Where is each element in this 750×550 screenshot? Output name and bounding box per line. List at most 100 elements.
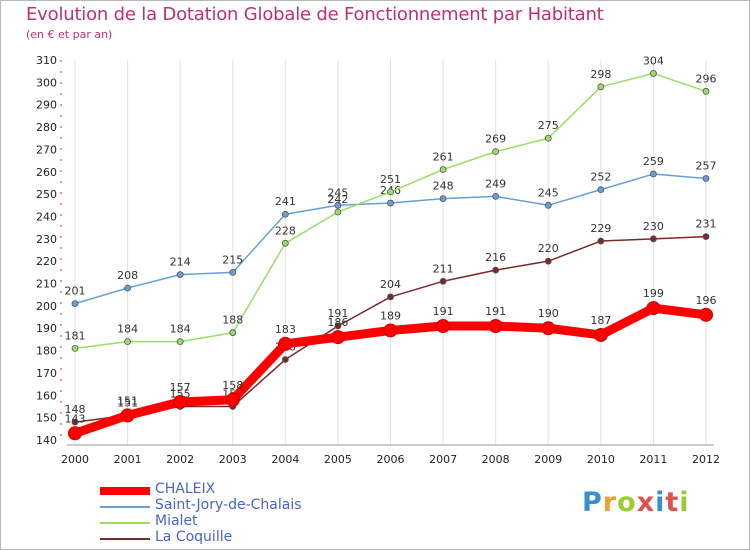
data-label-la-coquille-2001: 151 [117,396,138,409]
data-point-saint-jory-de-chalais-2011 [650,170,657,178]
data-label-chaleix-2010: 187 [590,314,611,327]
x-tick-label-2002: 2002 [166,453,194,466]
data-point-la-coquille-2006 [387,293,394,301]
logo-letter: x [636,487,656,518]
y-tick-label-300: 300 [36,76,57,89]
data-point-mialet-2007 [439,166,447,173]
data-point-saint-jory-de-chalais-2006 [387,199,394,207]
line-chart: 140 150 160 170 180 190 200 210 220 230 240 250 260 2… [36,54,720,466]
data-point-mialet-2001 [124,338,131,346]
legend-item-la-coquille: La Coquille [100,529,360,546]
legend-swatch-mialet [100,522,150,524]
data-label-saint-jory-de-chalais-2002: 214 [170,256,191,269]
data-label-la-coquille-2006: 204 [380,278,401,291]
data-point-mialet-2003 [229,329,237,337]
legend-swatch-la-coquille [100,538,150,540]
data-label-la-coquille-2012: 231 [696,218,717,231]
data-label-mialet-2005: 242 [327,193,348,206]
data-point-la-coquille-2007 [439,277,447,285]
data-label-mialet-2000: 181 [65,329,86,342]
data-label-saint-jory-de-chalais-2009: 245 [538,186,559,199]
proxiti-logo: Proxiti [582,487,690,518]
data-point-saint-jory-de-chalais-2000 [71,300,79,308]
data-point-mialet-2002 [176,338,184,346]
x-tick-label-2008: 2008 [482,453,510,466]
logo-letter: r [602,487,618,518]
data-point-saint-jory-de-chalais-2001 [124,284,131,292]
x-tick-label-2006: 2006 [377,453,405,466]
legend-item-saint-jory-de-chalais: Saint-Jory-de-Chalais [100,497,360,514]
x-tick-label-2000: 2000 [61,453,89,466]
legend-item-mialet: Mialet [100,513,360,530]
data-label-saint-jory-de-chalais-2000: 201 [65,285,86,298]
data-point-chaleix-2002 [173,395,188,409]
x-tick-label-2003: 2003 [219,453,247,466]
data-point-saint-jory-de-chalais-2002 [176,271,184,278]
y-tick-label-190: 190 [36,322,57,335]
data-label-la-coquille-2007: 211 [433,262,454,275]
data-label-saint-jory-de-chalais-2001: 208 [117,269,138,282]
data-label-chaleix-2009: 190 [538,307,559,320]
data-label-chaleix-2008: 191 [485,305,506,318]
x-tick-label-2004: 2004 [271,453,299,466]
data-label-chaleix-2005: 186 [327,316,348,329]
data-point-la-coquille-2004 [281,356,289,363]
data-label-saint-jory-de-chalais-2004: 241 [275,195,296,208]
y-tick-label-260: 260 [36,166,57,179]
y-tick-label-230: 230 [36,233,57,246]
x-tick-label-2011: 2011 [639,453,667,466]
data-point-chaleix-2011 [646,301,661,316]
legend-swatch-saint-jory-de-chalais [100,506,150,508]
data-point-la-coquille-2008 [492,266,500,274]
data-point-saint-jory-de-chalais-2012 [702,175,710,182]
y-tick-label-160: 160 [36,389,57,402]
logo-letter: t [665,487,680,518]
data-point-mialet-2004 [281,239,289,247]
data-point-chaleix-2004 [278,336,293,351]
data-point-mialet-2009 [544,134,552,142]
data-point-chaleix-2000 [68,426,82,441]
data-label-mialet-2004: 228 [275,224,296,237]
data-label-la-coquille-2009: 220 [538,242,559,255]
data-label-mialet-2007: 261 [433,151,454,164]
data-label-saint-jory-de-chalais-2012: 257 [696,159,717,172]
data-label-mialet-2011: 304 [643,54,664,67]
data-point-saint-jory-de-chalais-2008 [492,192,500,200]
data-label-chaleix-2003: 158 [222,379,243,392]
chart-title: Evolution de la Dotation Globale de Fonc… [26,4,604,25]
data-label-mialet-2008: 269 [485,133,506,146]
data-label-mialet-2009: 275 [538,119,559,132]
data-label-chaleix-2004: 183 [275,323,296,336]
data-label-mialet-2003: 188 [222,314,243,327]
data-point-mialet-2011 [650,70,657,77]
y-tick-label-250: 250 [36,188,57,201]
data-point-chaleix-2007 [436,319,451,333]
y-tick-label-170: 170 [36,367,57,380]
data-label-saint-jory-de-chalais-2008: 249 [485,177,506,190]
y-tick-label-270: 270 [36,143,57,156]
data-label-chaleix-2011: 199 [643,287,664,300]
data-point-la-coquille-2005 [334,322,342,330]
y-tick-label-150: 150 [36,412,57,425]
data-label-saint-jory-de-chalais-2010: 252 [590,171,611,184]
data-point-mialet-2000 [71,344,79,352]
y-tick-label-290: 290 [36,99,57,112]
data-label-chaleix-2006: 189 [380,309,401,322]
legend-label-saint-jory-de-chalais: Saint-Jory-de-Chalais [155,497,302,513]
logo-letter: o [617,487,637,518]
legend-label-chaleix: CHALEIX [155,481,216,497]
data-point-chaleix-2003 [225,392,240,407]
y-tick-label-280: 280 [36,121,57,134]
data-label-chaleix-2012: 196 [696,294,717,307]
data-label-chaleix-2007: 191 [433,305,454,318]
data-point-chaleix-2001 [120,408,135,423]
data-point-mialet-2006 [387,188,394,196]
data-label-mialet-2006: 251 [380,173,401,186]
data-label-chaleix-2001: 151 [117,394,138,407]
y-tick-label-220: 220 [36,255,57,268]
data-point-saint-jory-de-chalais-2003 [229,268,237,276]
data-label-saint-jory-de-chalais-2005: 245 [327,186,348,199]
data-point-chaleix-2006 [383,323,398,338]
data-label-mialet-2002: 184 [170,323,191,336]
data-point-chaleix-2009 [541,321,556,336]
